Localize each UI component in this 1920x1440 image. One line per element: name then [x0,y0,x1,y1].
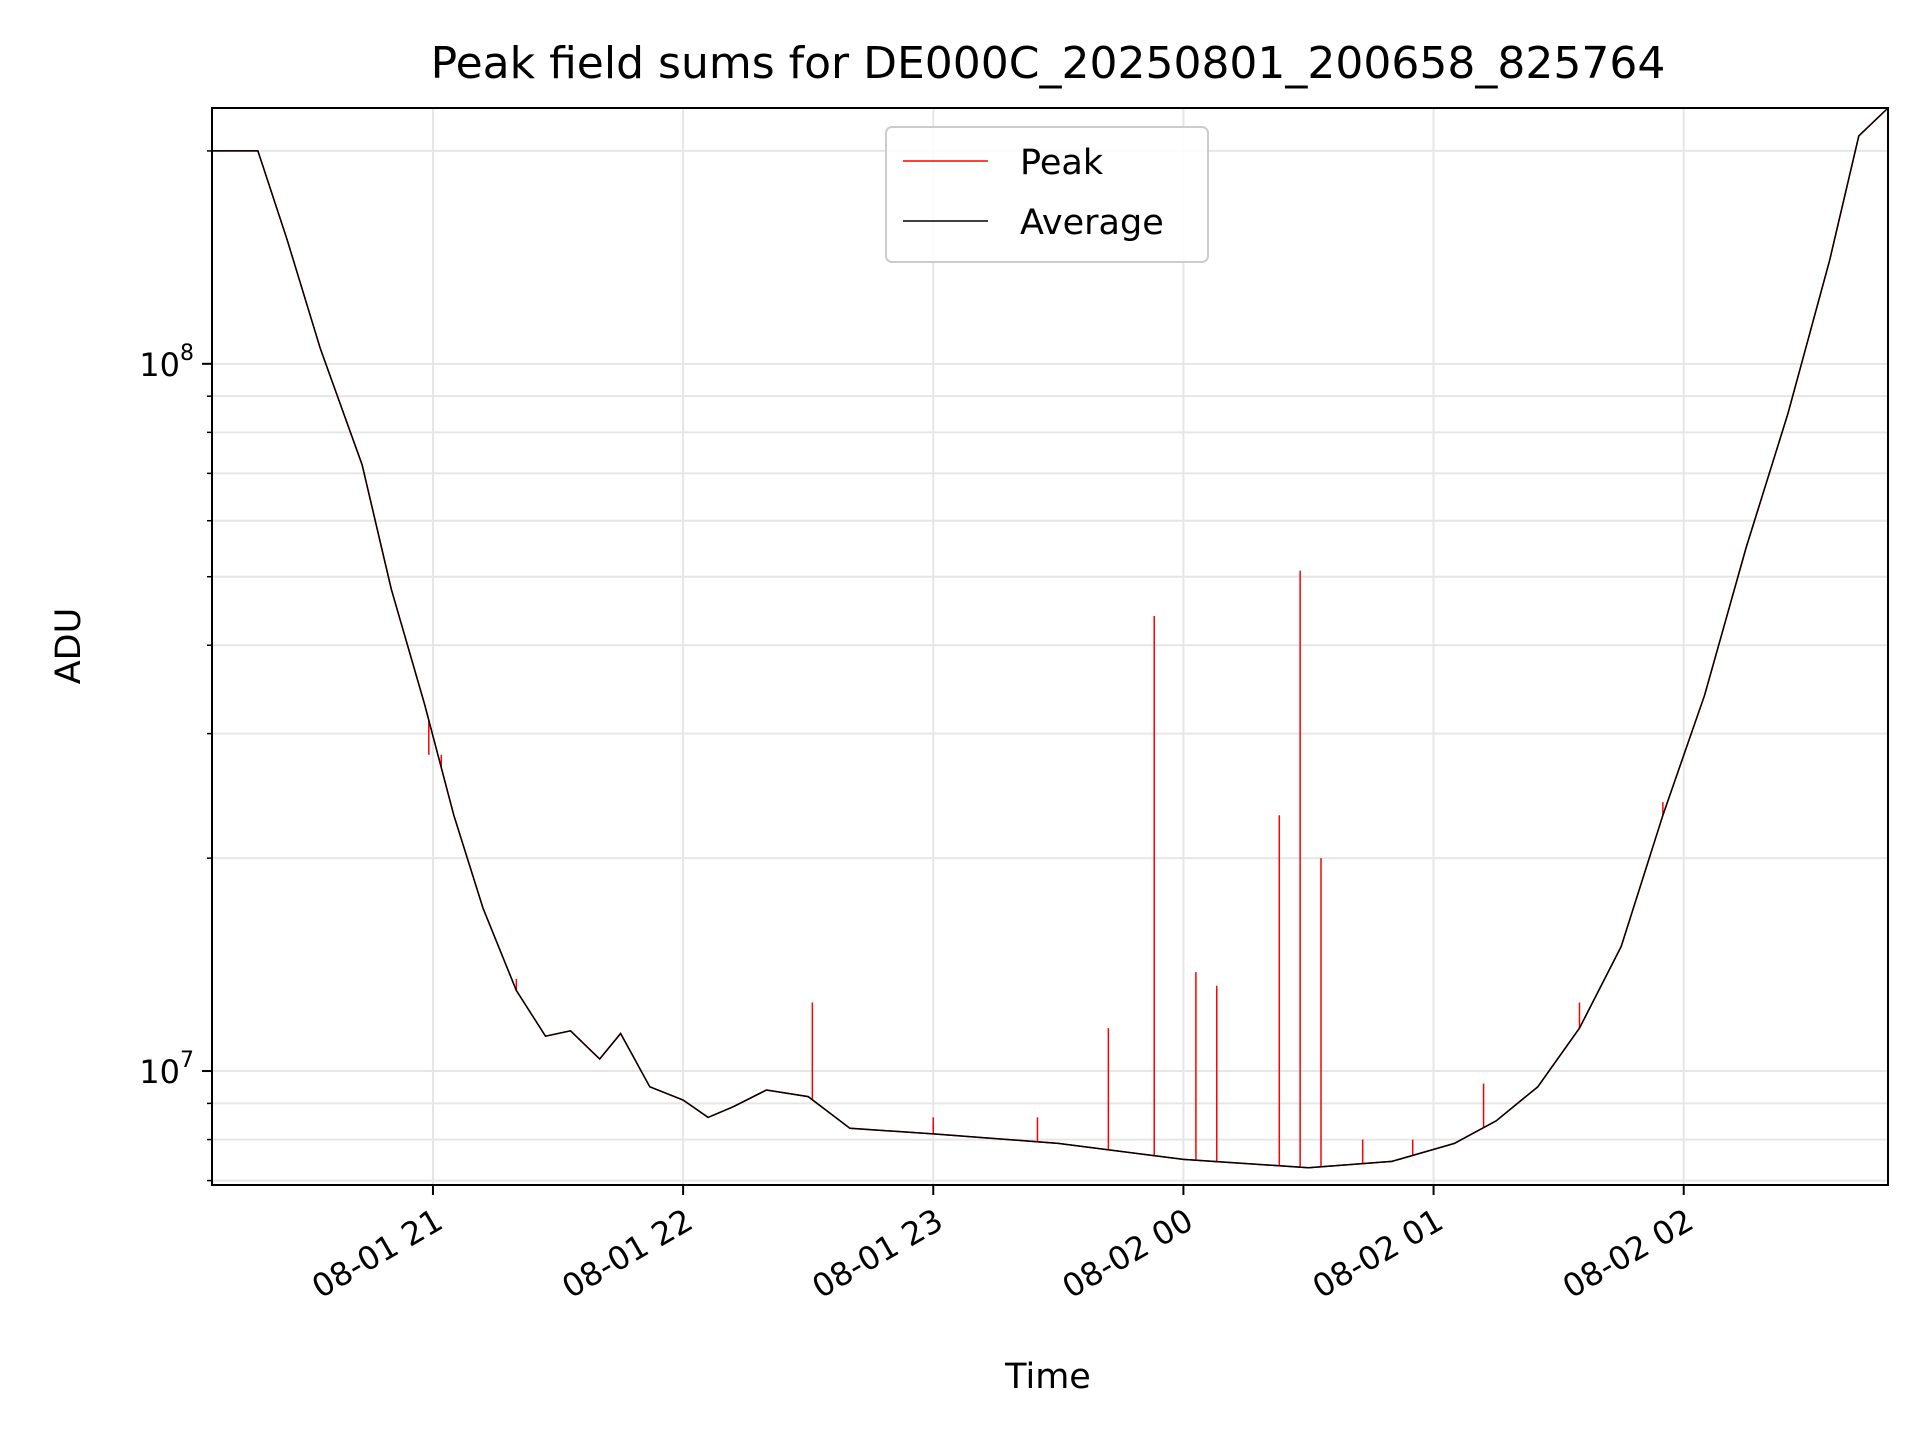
y-tick-exponent: 8 [180,341,194,366]
y-tick-base: 10 [139,1053,180,1091]
grid [212,108,1888,1185]
average-series-line [212,107,1889,1169]
legend-average-label: Average [1020,203,1164,243]
legend-peak-label: Peak [1020,143,1104,183]
chart-title: Peak field sums for DE000C_20250801_2006… [431,38,1666,89]
y-axis-label: ADU [49,608,89,685]
y-tick-label: 108 [139,341,194,384]
x-axis-label: Time [1004,1357,1091,1397]
y-tick-base: 10 [139,346,180,384]
y-tick-label: 107 [139,1048,194,1091]
series-lines [212,107,1889,1169]
legend: Peak Average [885,126,1209,263]
y-tick-exponent: 7 [180,1048,194,1073]
plot-frame [211,107,1889,1186]
